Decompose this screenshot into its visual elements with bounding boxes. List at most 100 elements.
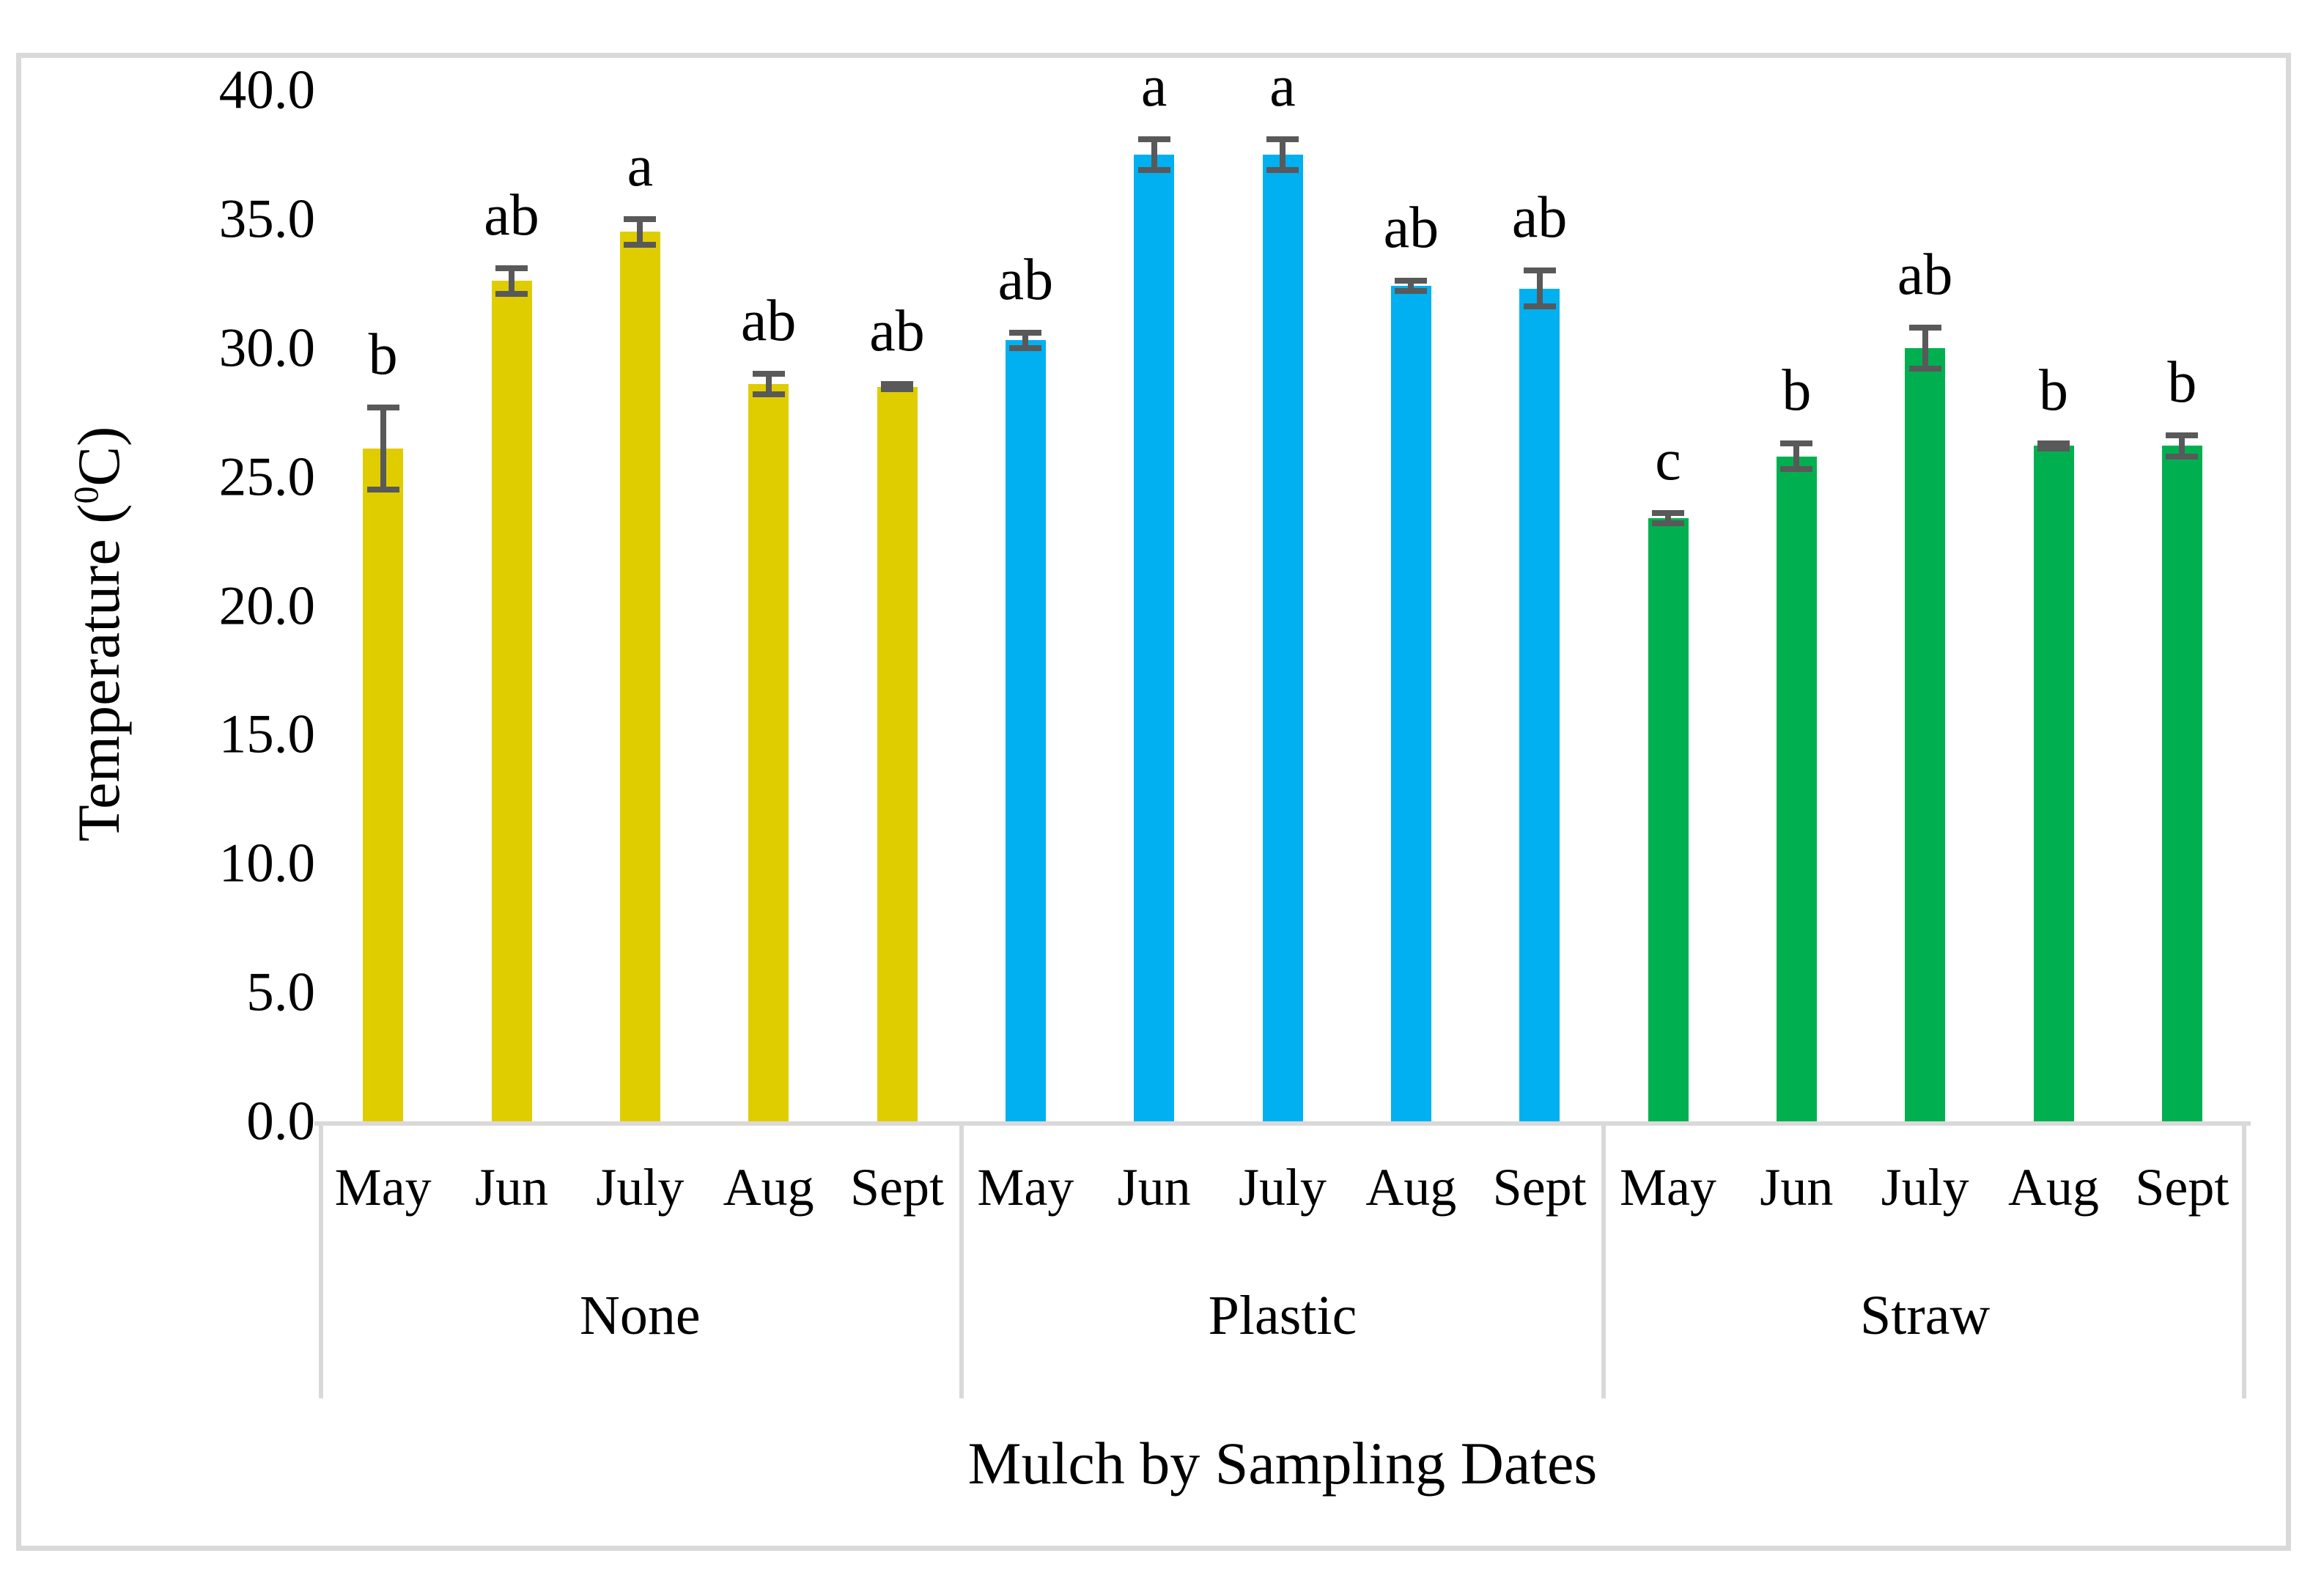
- significance-label: b: [368, 322, 398, 387]
- error-bar-cap-top: [2166, 432, 2199, 439]
- y-tick-label: 20.0: [218, 575, 315, 636]
- bar-straw-sept: [2161, 446, 2202, 1121]
- error-bar-cap-bottom: [2037, 445, 2070, 451]
- month-label: Jun: [1117, 1158, 1191, 1217]
- y-tick-label: 0.0: [246, 1091, 315, 1152]
- figure-frame: [16, 53, 2291, 1551]
- bar-straw-may: [1648, 517, 1689, 1121]
- error-bar-line: [1408, 281, 1414, 292]
- bar-none-sept: [877, 386, 918, 1121]
- plot-area: b ab a ab ab ab a a ab ab c b ab b b: [319, 57, 2246, 1121]
- error-bar-line: [1280, 139, 1285, 171]
- significance-label: ab: [869, 299, 925, 364]
- bar-straw-aug: [2033, 446, 2074, 1121]
- error-bar-cap-top: [1908, 324, 1941, 331]
- error-bar-cap-bottom: [1137, 167, 1170, 174]
- y-tick-label: 10.0: [218, 833, 315, 894]
- error-bar-cap-bottom: [1395, 288, 1428, 295]
- y-tick-label: 25.0: [218, 446, 315, 508]
- error-bar-cap-bottom: [1266, 167, 1299, 174]
- error-bar-line: [2179, 435, 2185, 457]
- bar-plastic-jun: [1134, 154, 1175, 1121]
- error-bar-cap-bottom: [495, 290, 528, 297]
- month-label: Sept: [849, 1158, 944, 1217]
- error-bar-line: [1793, 443, 1800, 470]
- error-bar-line: [1922, 327, 1928, 369]
- category-axis: May Jun July Aug Sept None May Jun July Aug Sept Pl…: [314, 1121, 2251, 1400]
- significance-label: c: [1655, 427, 1681, 493]
- significance-label: a: [1140, 54, 1167, 119]
- error-bar-line: [637, 218, 643, 246]
- error-bar-cap-top: [1395, 278, 1428, 284]
- bar-plastic-may: [1005, 340, 1046, 1121]
- month-label: May: [977, 1158, 1074, 1217]
- y-tick-label: 15.0: [218, 704, 315, 765]
- error-bar-line: [380, 407, 386, 490]
- error-bar-cap-top: [752, 370, 785, 377]
- error-bar-cap-top: [1137, 136, 1170, 142]
- error-bar-cap-bottom: [881, 386, 913, 393]
- x-axis-title: Mulch by Sampling Dates: [967, 1430, 1598, 1497]
- error-bar-cap-bottom: [366, 487, 399, 493]
- bar-none-aug: [748, 384, 789, 1121]
- month-label: May: [1620, 1158, 1716, 1217]
- error-bar-cap-bottom: [752, 391, 785, 398]
- error-bar-cap-top: [366, 404, 399, 410]
- significance-label: b: [2038, 358, 2068, 423]
- group-label-straw: Straw: [1860, 1285, 1991, 1346]
- group-label-plastic: Plastic: [1208, 1285, 1357, 1346]
- error-bar-cap-top: [881, 381, 913, 387]
- error-bar-line: [1536, 270, 1543, 307]
- month-label: July: [596, 1158, 685, 1217]
- error-bar-cap-bottom: [1523, 303, 1556, 310]
- month-label: Jun: [1760, 1158, 1834, 1217]
- error-bar-cap-top: [495, 265, 528, 271]
- error-bar-line: [1665, 512, 1671, 523]
- significance-label: a: [1269, 54, 1296, 119]
- category-axis-divider: [319, 1121, 323, 1398]
- error-bar-cap-top: [1266, 136, 1299, 142]
- bar-plastic-july: [1262, 154, 1303, 1121]
- month-label: Jun: [474, 1158, 548, 1217]
- error-bar-cap-top: [1009, 329, 1042, 336]
- significance-label: ab: [997, 247, 1054, 312]
- category-axis-divider: [1601, 1121, 1606, 1398]
- significance-label: b: [1782, 358, 1812, 423]
- month-label: May: [334, 1158, 432, 1217]
- error-bar-cap-bottom: [1908, 365, 1941, 372]
- bar-straw-july: [1905, 347, 1946, 1121]
- y-tick-label: 5.0: [246, 962, 315, 1023]
- y-tick-label: 35.0: [218, 188, 315, 250]
- bar-plastic-aug: [1390, 286, 1431, 1121]
- y-tick-label: 40.0: [218, 59, 315, 121]
- significance-label: a: [627, 133, 654, 199]
- error-bar-line: [1022, 332, 1029, 348]
- bar-none-may: [363, 448, 404, 1121]
- error-bar-cap-bottom: [1009, 344, 1042, 351]
- month-label: Aug: [723, 1158, 814, 1217]
- x-axis-line: [314, 1121, 2251, 1126]
- month-label: Aug: [1365, 1158, 1457, 1217]
- month-label: Sept: [1492, 1158, 1587, 1217]
- error-bar-line: [765, 373, 772, 395]
- error-bar-cap-bottom: [1780, 466, 1813, 473]
- bar-plastic-sept: [1519, 288, 1560, 1121]
- error-bar-cap-bottom: [2166, 453, 2199, 460]
- error-bar-cap-top: [624, 215, 657, 222]
- error-bar-cap-bottom: [1652, 520, 1684, 526]
- error-bar-cap-top: [1523, 268, 1556, 274]
- significance-label: ab: [1511, 185, 1568, 251]
- error-bar-cap-top: [1780, 440, 1813, 446]
- significance-label: ab: [740, 288, 797, 353]
- group-label-none: None: [580, 1285, 701, 1346]
- category-axis-divider: [959, 1121, 964, 1398]
- significance-label: ab: [484, 182, 539, 248]
- y-tick-label: 30.0: [218, 317, 315, 379]
- bar-none-jun: [491, 281, 532, 1121]
- month-label: Sept: [2135, 1158, 2229, 1217]
- significance-label: ab: [1383, 196, 1439, 261]
- month-label: Aug: [2007, 1158, 2099, 1217]
- error-bar-cap-bottom: [624, 242, 657, 248]
